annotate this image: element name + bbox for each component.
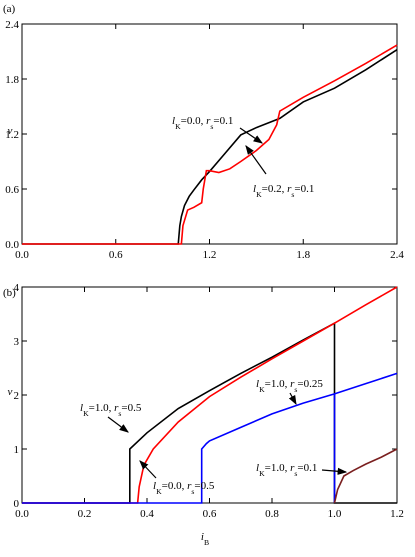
text-part: =1.0, <box>265 378 290 390</box>
text-part: l <box>80 402 83 414</box>
text-part: l <box>253 183 256 195</box>
text-part: i <box>201 531 204 543</box>
text-part: =0.1 <box>213 115 233 127</box>
annotation-arrow <box>245 145 267 175</box>
subscript: K <box>83 409 89 418</box>
x-tick-label: 0.0 <box>15 249 29 261</box>
y-tick-label: 2 <box>14 390 20 402</box>
series-line <box>22 48 398 245</box>
text-part: r <box>287 183 292 195</box>
annotation: lK=1.0, rs=0.25 <box>256 378 323 394</box>
panel-label: (a) <box>3 3 16 15</box>
text-part: =0.5 <box>121 402 141 414</box>
text-part: r <box>290 462 295 474</box>
text-part: =0.5 <box>194 480 214 492</box>
annotation-arrow <box>107 416 129 433</box>
text-part: =0.0, <box>181 115 206 127</box>
annotation: lK=0.0, rs=0.1 <box>172 115 233 131</box>
subscript: s <box>210 122 213 131</box>
subscript: s <box>291 190 294 199</box>
y-axis-label: v <box>8 125 13 137</box>
subscript: s <box>294 385 297 394</box>
text-part: r <box>187 480 192 492</box>
y-tick-label: 0.0 <box>5 239 19 251</box>
text-part: =0.25 <box>297 378 323 390</box>
y-tick-label: 0.6 <box>5 184 19 196</box>
text-part: l <box>153 480 156 492</box>
subscript: K <box>259 385 265 394</box>
x-axis-label: iB <box>201 531 209 547</box>
text-part: r <box>206 115 211 127</box>
x-tick-label: 1.2 <box>203 249 217 261</box>
x-tick-label: 0.6 <box>203 508 217 520</box>
series-line <box>333 448 398 504</box>
annotation: lK=1.0, rs=0.1 <box>256 462 317 478</box>
subscript: K <box>259 469 265 478</box>
text-part: l <box>256 378 259 390</box>
panel-label: (b) <box>3 287 16 299</box>
x-tick-label: 0.0 <box>15 508 29 520</box>
subscript: K <box>156 487 162 496</box>
x-tick-label: 1.0 <box>328 508 342 520</box>
y-tick-label: 3 <box>14 336 20 348</box>
series-line <box>22 372 398 504</box>
y-axis-label: v <box>8 386 13 398</box>
text-part: =1.0, <box>265 462 290 474</box>
subscript: s <box>191 487 194 496</box>
series-line <box>22 44 398 245</box>
text-part: =0.1 <box>297 462 317 474</box>
annotation: lK=1.0, rs=0.5 <box>80 402 142 418</box>
subscript: B <box>204 538 209 547</box>
text-part: l <box>256 462 259 474</box>
annotation-arrow <box>321 467 348 475</box>
x-tick-label: 0.6 <box>109 249 123 261</box>
y-tick-label: 1 <box>14 444 20 456</box>
y-tick-label: 1.2 <box>5 129 19 141</box>
y-tick-label: 1.8 <box>5 74 19 86</box>
y-tick-label: 4 <box>14 282 20 294</box>
x-tick-label: 1.2 <box>390 508 404 520</box>
text-part: =0.1 <box>294 183 314 195</box>
annotation-arrow <box>139 460 157 479</box>
annotation: lK=0.2, rs=0.1 <box>253 183 314 199</box>
x-tick-label: 0.8 <box>265 508 279 520</box>
y-tick-label: 2.4 <box>5 19 19 31</box>
text-part: r <box>290 378 295 390</box>
annotation-arrow <box>288 392 297 406</box>
text-part: =0.2, <box>262 183 287 195</box>
series-line <box>22 321 397 504</box>
x-tick-label: 2.4 <box>390 249 404 261</box>
text-part: =1.0, <box>89 402 114 414</box>
text-part: r <box>114 402 119 414</box>
x-tick-label: 1.8 <box>296 249 310 261</box>
plot-frame <box>21 23 398 245</box>
annotation-arrow <box>239 127 263 144</box>
subscript: s <box>294 469 297 478</box>
subscript: K <box>175 122 181 131</box>
x-tick-label: 0.4 <box>140 508 154 520</box>
y-tick-label: 0 <box>14 498 20 510</box>
subscript: K <box>256 190 262 199</box>
subscript: s <box>118 409 121 418</box>
text-part: =0.0, <box>162 480 187 492</box>
series-line <box>22 286 398 504</box>
annotation: lK=0.0, rs=0.5 <box>153 480 215 496</box>
x-tick-label: 0.2 <box>78 508 92 520</box>
text-part: l <box>172 115 175 127</box>
